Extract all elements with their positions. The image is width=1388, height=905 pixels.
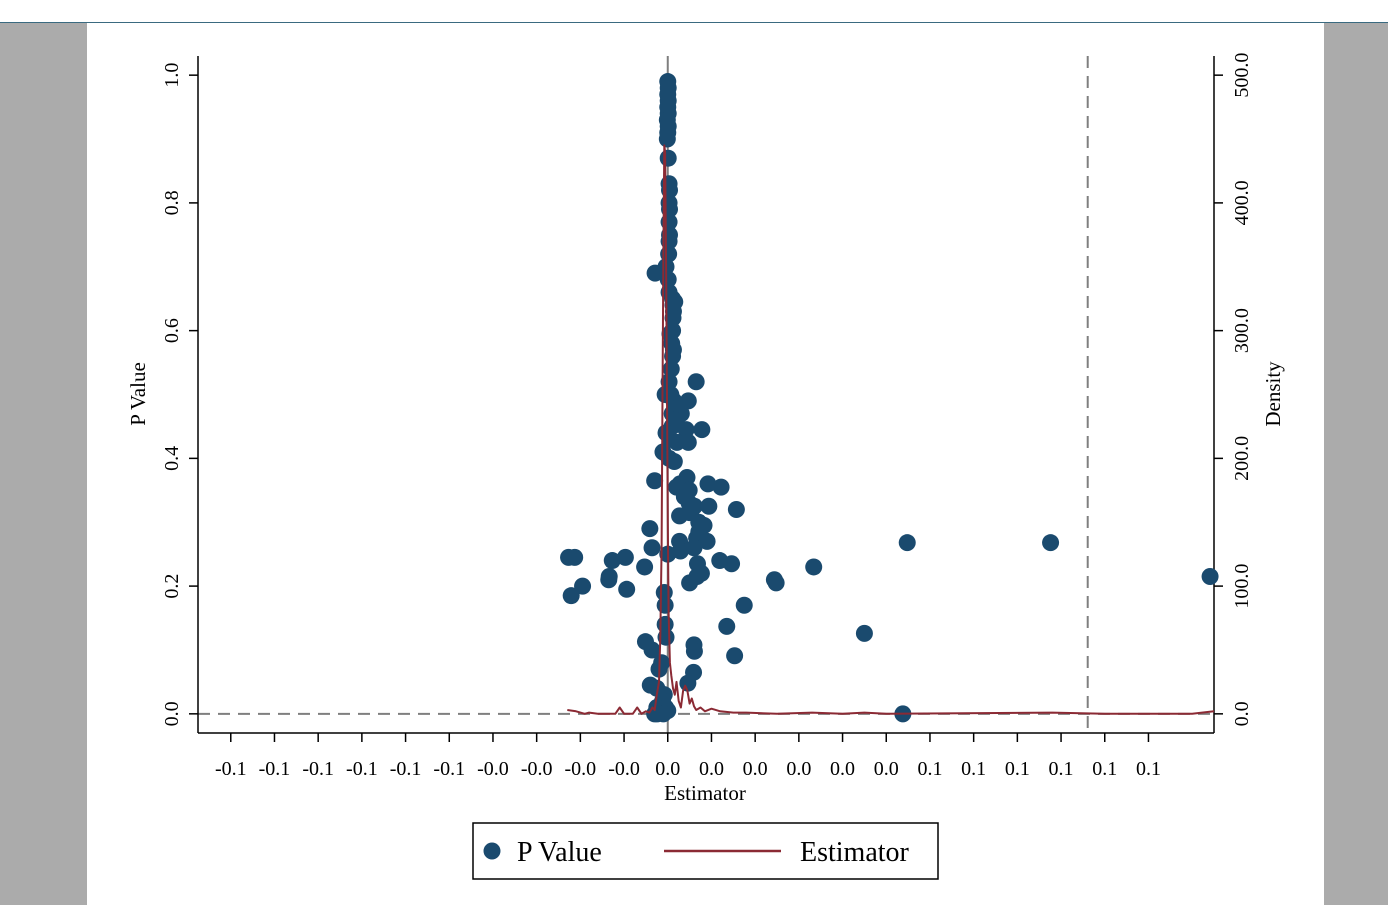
x-tick-label: -0.1: [433, 758, 465, 780]
legend: P Value Estimator: [472, 822, 939, 880]
p-value-point: [658, 130, 676, 148]
p-value-point: [805, 558, 823, 576]
right-y-tick-label: 100.0: [1231, 564, 1253, 609]
x-tick-label: 0.1: [1092, 758, 1117, 780]
p-value-point: [600, 571, 618, 589]
p-value-point: [574, 577, 592, 595]
p-value-point: [687, 373, 705, 391]
p-value-point: [685, 642, 703, 660]
p-value-point: [677, 421, 695, 439]
right-y-tick-label: 300.0: [1231, 308, 1253, 353]
p-value-point: [718, 617, 736, 635]
p-value-point: [643, 641, 661, 659]
p-value-point: [636, 558, 654, 576]
p-value-point: [698, 532, 716, 550]
x-tick-label: 0.0: [874, 758, 899, 780]
legend-label-estimator: Estimator: [800, 837, 910, 868]
legend-label-p-value: P Value: [517, 837, 602, 868]
p-value-point: [685, 539, 703, 557]
x-tick-label: -0.1: [259, 758, 291, 780]
x-axis-title: Estimator: [664, 781, 746, 805]
left-y-tick-label: 0.0: [161, 701, 183, 726]
x-tick-label: 0.1: [1136, 758, 1161, 780]
p-value-point: [767, 574, 785, 592]
p-value-point: [664, 347, 682, 365]
left-y-tick-label: 0.4: [161, 446, 183, 471]
p-value-point: [1042, 534, 1060, 552]
p-value-point: [898, 534, 916, 552]
x-tick-label: 0.0: [655, 758, 680, 780]
left-y-tick-label: 1.0: [161, 63, 183, 88]
p-value-point: [693, 421, 711, 439]
p-value-point: [660, 449, 678, 467]
x-tick-label: -0.0: [521, 758, 553, 780]
p-value-point: [700, 497, 718, 515]
x-tick-label: -0.1: [390, 758, 422, 780]
right-y-tick-label: 200.0: [1231, 436, 1253, 481]
p-value-point: [699, 475, 717, 493]
left-y-tick-label: 0.8: [161, 190, 183, 215]
x-tick-label: 0.0: [743, 758, 768, 780]
x-tick-label: 0.0: [699, 758, 724, 780]
right-y-tick-label: 0.0: [1231, 701, 1253, 726]
p-value-point: [681, 574, 699, 592]
p-value-point: [660, 232, 678, 250]
right-y-tick-label: 500.0: [1231, 53, 1253, 98]
pvalue-density-chart: -0.1 -0.1 -0.1 -0.1 -0.1 -0.1 -0.0 -0.0 -0.0 -0.0…: [126, 53, 1285, 880]
left-y-tick-label: 0.2: [161, 574, 183, 599]
p-value-point: [603, 552, 621, 570]
x-tick-label: -0.1: [302, 758, 334, 780]
graph-panel: -0.1 -0.1 -0.1 -0.1 -0.1 -0.1 -0.0 -0.0 -0.0 -0.0…: [87, 23, 1324, 905]
x-tick-label: 0.1: [961, 758, 986, 780]
p-value-point: [643, 539, 661, 557]
x-tick-label: -0.0: [565, 758, 597, 780]
x-tick-label: -0.0: [477, 758, 509, 780]
p-value-point: [735, 596, 753, 614]
p-value-point: [664, 309, 682, 327]
p-value-point: [656, 615, 674, 633]
p-value-point: [727, 500, 745, 518]
p-value-point: [641, 520, 659, 538]
left-y-tick-label: 0.6: [161, 318, 183, 343]
p-value-point: [562, 587, 580, 605]
right-y-tick-label: 400.0: [1231, 180, 1253, 225]
estimator-density-line: [567, 144, 1215, 715]
p-value-point: [659, 149, 677, 167]
p-value-point: [566, 548, 584, 566]
right-y-axis-title: Density: [1261, 361, 1285, 427]
x-tick-label: -0.0: [608, 758, 640, 780]
window-top-bar: [0, 0, 1388, 23]
p-value-point: [646, 472, 664, 490]
p-value-point: [855, 624, 873, 642]
p-value-point: [723, 555, 741, 573]
p-value-point: [654, 705, 672, 723]
x-tick-label: -0.1: [346, 758, 378, 780]
x-tick-label: 0.1: [917, 758, 942, 780]
x-tick-label: -0.1: [215, 758, 247, 780]
p-value-point: [679, 433, 697, 451]
p-value-point: [1201, 568, 1219, 586]
x-tick-label: 0.0: [786, 758, 811, 780]
p-value-point: [660, 373, 678, 391]
p-value-point: [618, 580, 636, 598]
x-tick-label: 0.1: [1049, 758, 1074, 780]
legend-marker-p-value: [483, 842, 501, 860]
x-tick-label: 0.1: [1005, 758, 1030, 780]
p-value-point: [616, 548, 634, 566]
p-value-point: [679, 674, 697, 692]
p-value-point: [726, 647, 744, 665]
left-y-axis-title: P Value: [126, 362, 150, 426]
x-tick-label: 0.0: [830, 758, 855, 780]
p-value-point: [655, 583, 673, 601]
p-value-point: [712, 478, 730, 496]
